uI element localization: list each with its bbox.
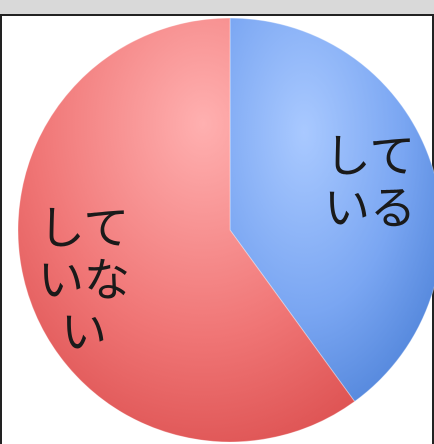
pie-slice-0 xyxy=(229,17,434,403)
pie-slice-label-line: して xyxy=(39,201,130,255)
pie-slice-label-line: い xyxy=(61,305,107,359)
pie-slice-label-1: していない xyxy=(38,201,130,359)
pie-slice-label-line: いな xyxy=(38,253,130,307)
pie-slices xyxy=(17,17,434,443)
pie-slice-1 xyxy=(17,17,356,443)
pie-slice-label-line: して xyxy=(325,129,416,183)
pie-slice-label-0: している xyxy=(324,129,416,235)
top-band xyxy=(0,0,434,16)
pie-slice-label-line: いる xyxy=(324,181,416,235)
frame-left-border xyxy=(0,14,2,444)
